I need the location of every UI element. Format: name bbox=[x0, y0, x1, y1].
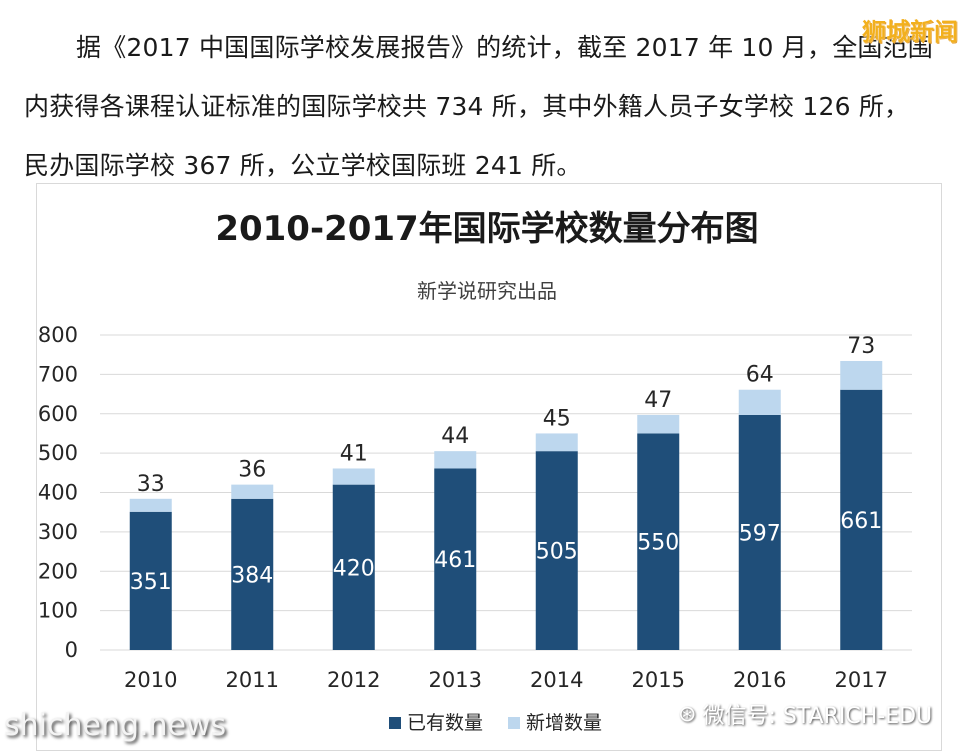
y-tick-label: 400 bbox=[38, 481, 78, 505]
bar-existing bbox=[332, 484, 375, 650]
bar-new bbox=[231, 484, 274, 499]
wechat-icon: ⊛ bbox=[678, 701, 697, 727]
data-label-new: 47 bbox=[644, 388, 672, 413]
legend-label-new: 新增数量 bbox=[526, 712, 602, 734]
x-tick-label: 2017 bbox=[835, 668, 888, 692]
bar-new bbox=[129, 498, 172, 512]
y-tick-label: 0 bbox=[65, 638, 78, 662]
bar-existing bbox=[637, 433, 680, 650]
bar-new bbox=[434, 451, 477, 469]
data-label-new: 45 bbox=[543, 406, 571, 431]
y-tick-label: 100 bbox=[38, 599, 78, 623]
x-tick-label: 2015 bbox=[632, 668, 685, 692]
article-text: 据《2017 中国国际学校发展报告》的统计，截至 2017 年 10 月，全国范… bbox=[24, 18, 954, 195]
corner-watermark: 狮城新闻 bbox=[862, 18, 958, 46]
data-label-new: 41 bbox=[340, 441, 368, 466]
article-line-3: 民办国际学校 367 所，公立学校国际班 241 所。 bbox=[24, 151, 582, 180]
y-tick-label: 700 bbox=[38, 362, 78, 386]
bar-new bbox=[738, 389, 781, 415]
data-label-existing: 661 bbox=[840, 509, 882, 534]
data-label-existing: 550 bbox=[637, 531, 679, 556]
x-tick-label: 2014 bbox=[530, 668, 583, 692]
data-label-new: 64 bbox=[746, 363, 774, 388]
data-label-existing: 505 bbox=[536, 540, 578, 565]
bar-new bbox=[840, 360, 883, 390]
bar-existing bbox=[840, 389, 883, 650]
wechat-id: 微信号: STARICH-EDU bbox=[702, 704, 933, 729]
chart-container bbox=[36, 183, 942, 751]
article-line-1: 据《2017 中国国际学校发展报告》的统计，截至 2017 年 10 月，全国范… bbox=[76, 33, 933, 62]
bar-existing bbox=[535, 451, 578, 650]
data-label-new: 33 bbox=[137, 472, 165, 497]
y-tick-label: 300 bbox=[38, 520, 78, 544]
legend-swatch-existing bbox=[389, 717, 401, 729]
bar-existing bbox=[129, 511, 172, 650]
data-label-new: 73 bbox=[847, 334, 875, 359]
data-label-existing: 384 bbox=[231, 563, 273, 588]
chart-legend: 已有数量 新增数量 bbox=[389, 712, 602, 734]
article-line-2: 内获得各课程认证标准的国际学校共 734 所，其中外籍人员子女学校 126 所， bbox=[24, 92, 910, 121]
y-tick-label: 500 bbox=[38, 441, 78, 465]
legend-swatch-new bbox=[508, 717, 520, 729]
data-label-new: 44 bbox=[441, 424, 469, 449]
legend-label-existing: 已有数量 bbox=[407, 712, 483, 734]
data-label-existing: 351 bbox=[130, 570, 172, 595]
chart-title: 2010-2017年国际学校数量分布图 bbox=[215, 209, 758, 249]
chart-subtitle: 新学说研究出品 bbox=[417, 279, 557, 303]
bar-existing bbox=[738, 414, 781, 650]
data-label-existing: 420 bbox=[333, 556, 375, 581]
data-label-existing: 597 bbox=[739, 521, 781, 546]
x-tick-label: 2013 bbox=[429, 668, 482, 692]
data-label-existing: 461 bbox=[434, 548, 476, 573]
bar-new bbox=[637, 414, 680, 434]
wechat-watermark: ⊛ 微信号: STARICH-EDU bbox=[678, 698, 932, 730]
site-watermark: shicheng.news bbox=[4, 708, 227, 743]
y-tick-label: 200 bbox=[38, 559, 78, 583]
bar-new bbox=[535, 433, 578, 452]
x-tick-label: 2016 bbox=[733, 668, 786, 692]
bar-existing bbox=[231, 498, 274, 650]
y-tick-label: 800 bbox=[38, 323, 78, 347]
bar-new bbox=[332, 468, 375, 485]
x-tick-label: 2011 bbox=[226, 668, 279, 692]
data-label-new: 36 bbox=[238, 458, 266, 483]
y-tick-label: 600 bbox=[38, 402, 78, 426]
bar-existing bbox=[434, 468, 477, 650]
x-tick-label: 2010 bbox=[124, 668, 177, 692]
x-tick-label: 2012 bbox=[327, 668, 380, 692]
